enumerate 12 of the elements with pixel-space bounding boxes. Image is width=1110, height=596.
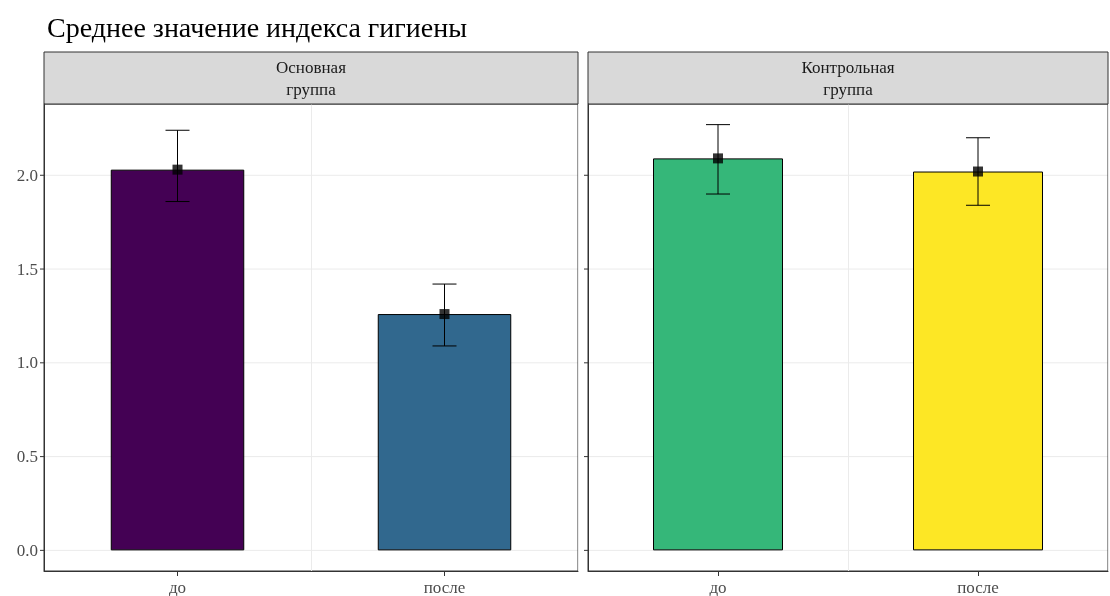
chart-title: Среднее значение индекса гигиены bbox=[47, 11, 468, 43]
chart-subtitle: Основная группа bbox=[276, 57, 347, 99]
x-tick-label: до bbox=[709, 578, 727, 596]
y-tick-label: 0.5 bbox=[16, 447, 38, 467]
x-tick-label: до bbox=[168, 578, 187, 596]
y-tick-label: 0.0 bbox=[16, 540, 38, 560]
x-tick-label: после bbox=[423, 578, 466, 596]
y-tick-label: 1.0 bbox=[16, 353, 38, 373]
y-tick-label: 1.5 bbox=[16, 259, 38, 279]
y-tick-label: 2.0 bbox=[16, 165, 38, 185]
x-tick-label: после bbox=[957, 578, 999, 596]
chart-subtitle: Контрольная группа bbox=[801, 57, 895, 99]
